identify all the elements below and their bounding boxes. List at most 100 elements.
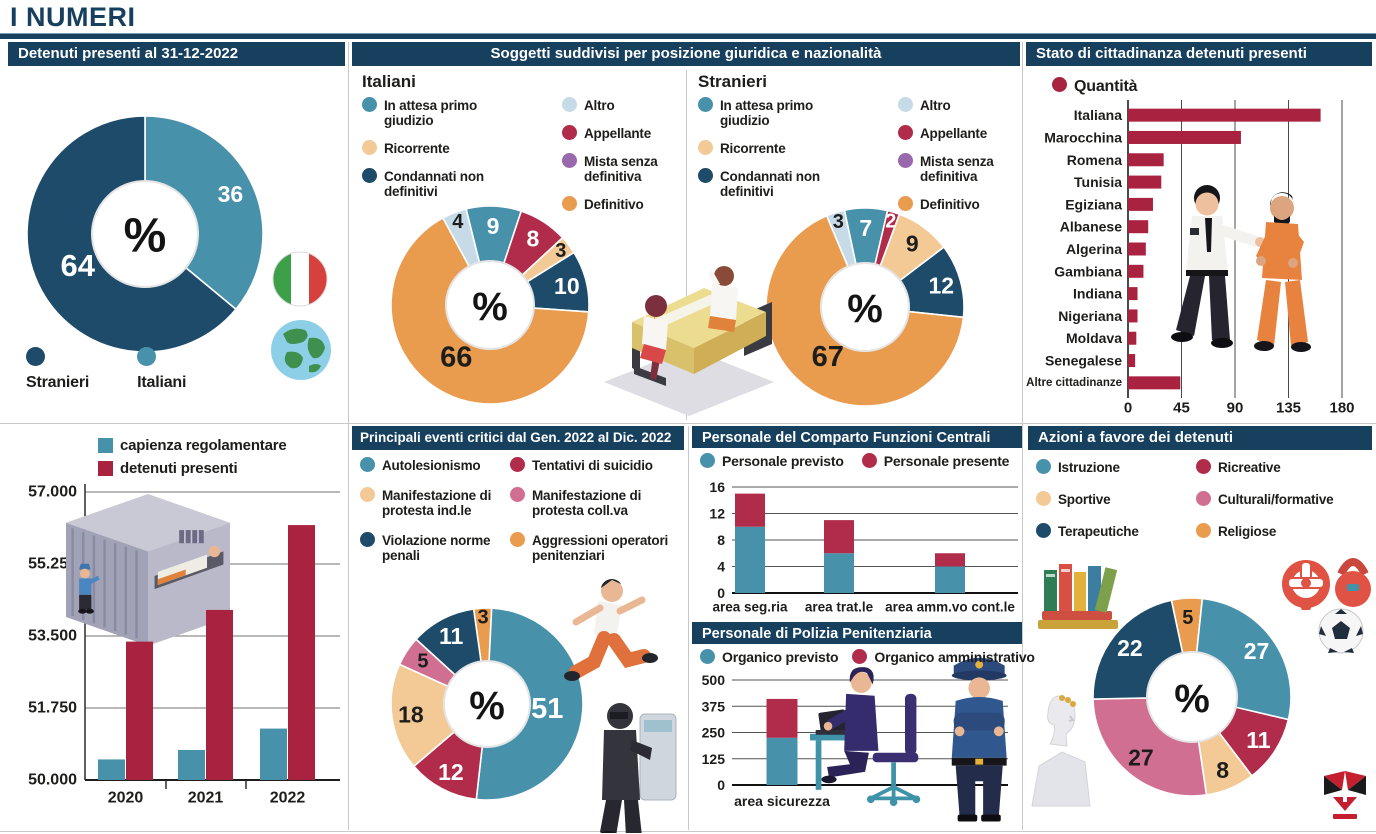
chart-text: 2020 — [108, 790, 144, 807]
panel-cittadinanza: Stato di cittadinanza detenuti presenti … — [1026, 42, 1372, 422]
chart-text: area amm.vo cont.le — [885, 600, 1015, 615]
bar-capienza — [98, 759, 125, 780]
legend-label: Mista senza definitiva — [920, 154, 994, 185]
legend-marker — [1036, 523, 1051, 539]
donut-hole — [445, 260, 535, 350]
divider — [0, 831, 1376, 832]
panel-header: Azioni a favore dei detenuti — [1028, 426, 1372, 450]
slice-value: 5 — [1182, 607, 1193, 629]
legend-marker — [700, 453, 715, 468]
chart-text: Indiana — [1073, 286, 1122, 302]
legend-item: detenuti presenti — [98, 460, 287, 478]
legend-item: Personale presente — [861, 453, 1009, 470]
percent-symbol: % — [847, 287, 883, 331]
legend: Quantità — [1052, 77, 1137, 96]
chart-text: Algerina — [1066, 241, 1122, 257]
bar-detenuti — [126, 641, 153, 780]
bar — [1128, 242, 1146, 256]
chart-text: Altre cittadinanze — [1026, 377, 1122, 389]
legend-label: Definitivo — [584, 197, 644, 213]
chart-text: Romena — [1067, 152, 1122, 168]
percent-symbol: % — [124, 210, 167, 263]
legend-item: Altro — [562, 97, 680, 113]
legend-marker — [98, 460, 113, 476]
chart-text: 57.000 — [28, 484, 77, 501]
legend-label: Manifestazione di protesta coll.va — [532, 488, 642, 519]
legend-item: Organico previsto — [700, 649, 839, 666]
legend-marker — [137, 347, 157, 366]
slice-value: 64 — [60, 248, 95, 283]
chart-text: area sicurezza — [734, 793, 830, 809]
legend-item: Tentativi di suicidio — [510, 457, 680, 473]
legend-marker — [1052, 77, 1067, 92]
chart-text: 500 — [702, 672, 726, 688]
legend-label: In attesa primo giudizio — [720, 98, 814, 129]
bar-detenuti — [288, 525, 315, 780]
legend-item: Sportive — [1036, 491, 1176, 507]
legend-label: Ricorrente — [720, 141, 786, 157]
legend-marker — [698, 168, 713, 184]
desk-worker-illustration — [810, 667, 921, 806]
legend-marker — [362, 168, 377, 184]
legend-marker — [1036, 491, 1051, 507]
bar — [1128, 130, 1241, 144]
chart-text: 50.000 — [28, 772, 77, 789]
page-title: I NUMERI — [10, 2, 136, 32]
subtitle-stranieri: Stranieri — [698, 72, 767, 91]
azioni-donut-chart: 5 27 11 8 27 22% — [1092, 597, 1292, 797]
divider — [348, 42, 349, 830]
legend-marker — [360, 532, 375, 548]
slice-value: 27 — [1244, 638, 1270, 664]
legend-item: Ricorrente — [698, 140, 826, 157]
legend: Personale previsto Personale presente — [700, 453, 1009, 470]
legend-item: capienza regolamentare — [98, 437, 287, 455]
bar — [1128, 287, 1138, 301]
donut-hole — [820, 262, 910, 352]
kettlebell-icon — [1335, 558, 1371, 607]
chart-text: Tunisia — [1074, 174, 1122, 190]
chart-text: 12 — [709, 506, 725, 522]
slice-value: 36 — [218, 181, 244, 207]
slice-value: 66 — [440, 341, 472, 373]
chart-text: 0 — [1124, 400, 1132, 417]
slice-value: 11 — [1246, 727, 1271, 753]
legend-label: Mista senza definitiva — [584, 154, 658, 185]
bar — [1128, 376, 1181, 390]
divider — [1022, 42, 1023, 830]
legend-marker — [852, 649, 868, 664]
legend-item: Altro — [898, 97, 1016, 113]
capienza-bar-chart: 57.000 55.250 53.500 51.750 50.000 2020 2021 2… — [28, 484, 340, 807]
legend-label: Ricreative — [1218, 460, 1281, 475]
legend-marker — [562, 125, 577, 141]
panel-capienza: capienza regolamentare detenuti presenti … — [8, 426, 345, 830]
italy-flag-icon — [272, 251, 328, 307]
slice-value: 27 — [1128, 744, 1154, 770]
chart-text: Egiziana — [1065, 196, 1122, 212]
legend-label: Culturali/formative — [1218, 492, 1334, 508]
slice-value: 4 — [452, 211, 464, 233]
personale-bar-charts: 16 12 8 4 0 500 375 250 125 0 area seg.ria area tr… — [702, 479, 1018, 822]
books-icon — [1038, 564, 1118, 629]
cittadinanza-bar-chart: 0 45 90 135 180 Italiana Marocchina Romena Tuni… — [1026, 100, 1355, 417]
statue-bust-icon — [1031, 695, 1091, 807]
panel-personale: Personale del Comparto Funzioni Centrali… — [692, 426, 1035, 830]
legend-item: Italiani — [137, 347, 186, 392]
legend-marker — [698, 140, 713, 156]
legend: In attesa primo giudizio Ricorrente Condan… — [698, 97, 826, 200]
slice-value: 11 — [439, 623, 464, 649]
panel-header: Soggetti suddivisi per posizione giuridi… — [352, 42, 1020, 66]
panel-soggetti: Soggetti suddivisi per posizione giuridi… — [352, 42, 1020, 422]
percent-symbol: % — [1174, 677, 1210, 721]
legend-marker — [898, 196, 913, 212]
bar — [1128, 264, 1144, 278]
legend-label: Definitivo — [920, 197, 980, 213]
legend-item: Violazione norme penali — [360, 532, 502, 563]
chart-text: 53.500 — [28, 628, 77, 645]
legend-marker — [698, 97, 713, 112]
legend-label: Ricorrente — [384, 141, 450, 157]
legend-marker — [562, 153, 577, 169]
legend-label: In attesa primo giudizio — [384, 98, 478, 129]
donut-hole — [1146, 651, 1238, 743]
bar — [1128, 309, 1138, 323]
bar-presente — [735, 493, 765, 527]
